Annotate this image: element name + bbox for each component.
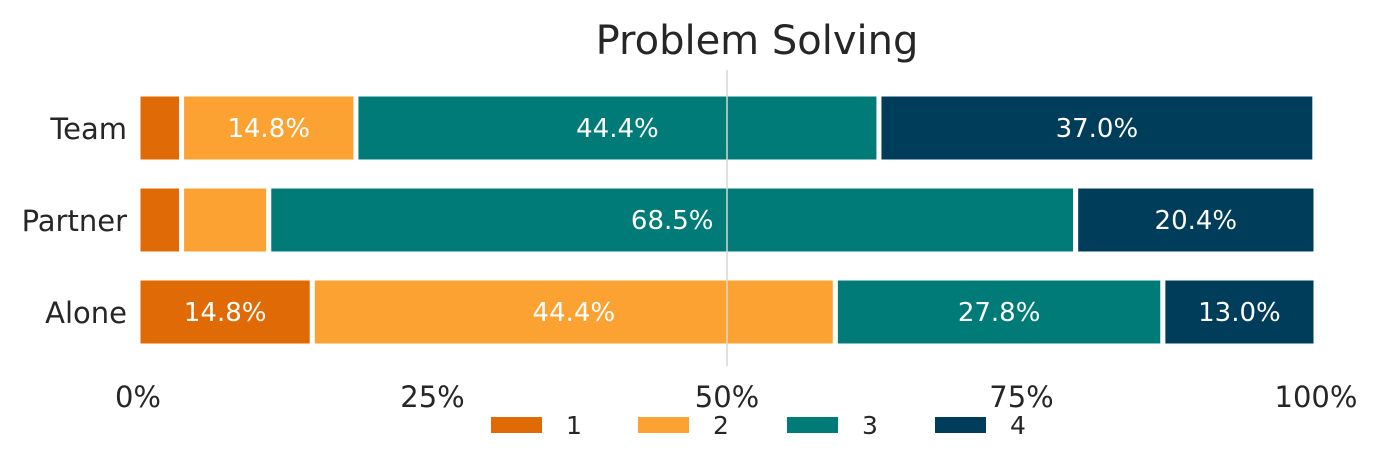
bar-alone-series-1 [135,275,315,349]
bar-alone-series-2 [309,275,838,349]
bars-group [135,91,1319,349]
bar-partner-series-3 [266,183,1079,257]
chart-title: Problem Solving [596,18,919,64]
legend-swatch-4 [935,417,986,433]
data-label-team-series-3: 44.4% [576,114,659,144]
legend-swatch-3 [787,417,838,433]
x-tick-labels-group: 0% 25% 50% 75% 100% [115,380,1357,414]
bar-partner-series-1 [135,183,185,257]
bar-alone-series-4 [1160,275,1319,349]
legend-label-3: 3 [862,411,878,440]
legend-label-4: 4 [1010,411,1026,440]
data-label-alone-series-4: 13.0% [1198,298,1281,328]
legend-label-1: 1 [566,411,582,440]
x-tick-label: 75% [989,380,1053,414]
x-tick-label: 0% [115,380,161,414]
data-label-partner-series-4: 20.4% [1155,206,1238,236]
bar-partner-series-4 [1073,183,1319,257]
segment-labels-group: 14.8% 44.4% 37.0% 68.5% 20.4% 14.8% 44.4% 27.8%… [184,114,1281,328]
legend-swatch-1 [491,417,542,433]
category-label-partner: Partner [22,204,127,238]
category-label-team: Team [49,112,127,146]
data-label-partner-series-3: 68.5% [631,206,714,236]
x-tick-label: 100% [1275,380,1358,414]
bar-team-series-1 [135,91,185,165]
data-label-alone-series-2: 44.4% [533,298,616,328]
data-label-team-series-2: 14.8% [227,114,310,144]
bar-team-series-2 [179,91,359,165]
data-label-alone-series-3: 27.8% [958,298,1041,328]
legend-label-2: 2 [713,411,729,440]
category-labels-group: Team Partner Alone [22,112,127,330]
legend-swatch-2 [638,417,689,433]
data-label-team-series-4: 37.0% [1056,114,1139,144]
bar-partner-series-2 [179,183,272,257]
category-label-alone: Alone [45,296,127,330]
legend: 1 2 3 4 [491,411,1026,440]
x-tick-label: 25% [400,380,464,414]
bar-team-series-4 [876,91,1318,165]
data-label-alone-series-1: 14.8% [184,298,267,328]
bar-team-series-3 [353,91,882,165]
x-tick-label: 50% [695,380,759,414]
